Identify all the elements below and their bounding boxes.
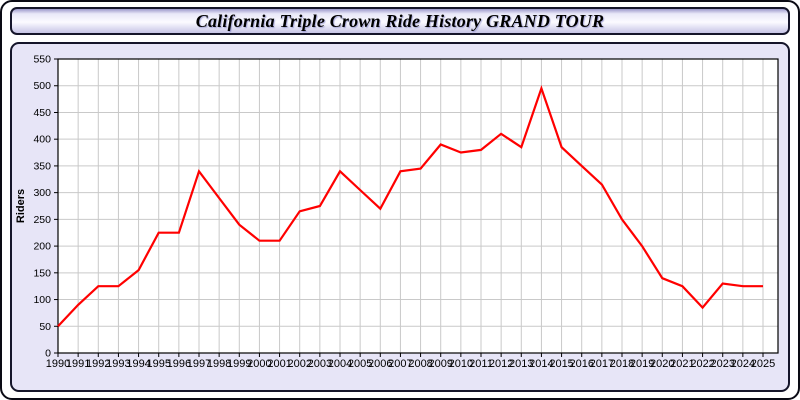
plot-frame <box>57 58 779 354</box>
y-tick-label: 300 <box>33 187 51 199</box>
axis-ticks <box>54 58 764 357</box>
chart-panel: 0 50 100 150 200 250 300 350 400 450 500 550 1990 199… <box>10 42 790 392</box>
x-tick-label: 2000 <box>247 358 271 370</box>
x-tick-label: 1999 <box>227 358 251 370</box>
x-tick-label: 1992 <box>86 358 110 370</box>
y-tick-label: 550 <box>33 54 51 66</box>
y-tick-label: 200 <box>33 241 51 253</box>
title-bar: California Triple Crown Ride History GRA… <box>10 7 790 35</box>
y-tick-label: 0 <box>45 348 51 360</box>
x-tick-label: 1994 <box>126 358 150 370</box>
x-tick-label: 2011 <box>469 358 493 370</box>
x-tick-label: 2002 <box>287 358 311 370</box>
x-tick-label: 1998 <box>207 358 231 370</box>
page-title: California Triple Crown Ride History GRA… <box>195 10 605 31</box>
x-tick-label: 2014 <box>529 358 553 370</box>
x-tick-label: 2004 <box>328 358 352 370</box>
x-tick-label: 1990 <box>46 358 70 370</box>
x-tick-label: 2010 <box>449 358 473 370</box>
y-tick-label: 50 <box>39 321 51 333</box>
x-tick-label: 1991 <box>66 358 90 370</box>
x-tick-label: 2024 <box>731 358 755 370</box>
x-tick-label: 2001 <box>267 358 291 370</box>
x-tick-label: 2015 <box>549 358 573 370</box>
x-tick-label: 1997 <box>187 358 211 370</box>
x-tick-label: 2022 <box>690 358 714 370</box>
y-axis-labels: 0 50 100 150 200 250 300 350 400 450 500 550 <box>33 54 51 360</box>
x-axis-labels: 1990199119921993199419951996199719981999… <box>46 358 775 370</box>
x-tick-label: 2013 <box>509 358 533 370</box>
x-tick-label: 2021 <box>670 358 694 370</box>
x-tick-label: 1995 <box>146 358 170 370</box>
y-tick-label: 450 <box>33 107 51 119</box>
y-axis-title: Riders <box>15 189 27 223</box>
y-tick-label: 350 <box>33 160 51 172</box>
y-tick-label: 150 <box>33 267 51 279</box>
x-tick-label: 2019 <box>630 358 654 370</box>
x-tick-label: 2003 <box>308 358 332 370</box>
x-tick-label: 2018 <box>610 358 634 370</box>
y-tick-label: 100 <box>33 294 51 306</box>
x-tick-label: 2020 <box>650 358 674 370</box>
x-tick-label: 2006 <box>368 358 392 370</box>
plot-area <box>58 59 778 353</box>
x-tick-label: 2009 <box>428 358 452 370</box>
x-tick-label: 2017 <box>590 358 614 370</box>
x-tick-label: 2025 <box>751 358 775 370</box>
riders-series-line <box>57 85 763 328</box>
y-tick-label: 400 <box>33 134 51 146</box>
x-tick-label: 2016 <box>569 358 593 370</box>
y-tick-label: 500 <box>33 80 51 92</box>
riders-line-chart: 0501001502002503003504004505005501990199… <box>15 54 779 370</box>
x-tick-label: 2008 <box>408 358 432 370</box>
x-tick-label: 2005 <box>348 358 372 370</box>
x-tick-label: 2007 <box>388 358 412 370</box>
x-tick-label: 2023 <box>710 358 734 370</box>
x-tick-label: 1996 <box>167 358 191 370</box>
x-tick-label: 1993 <box>106 358 130 370</box>
x-tick-label: 2012 <box>489 358 513 370</box>
y-tick-label: 250 <box>33 214 51 226</box>
gridlines <box>58 59 778 353</box>
